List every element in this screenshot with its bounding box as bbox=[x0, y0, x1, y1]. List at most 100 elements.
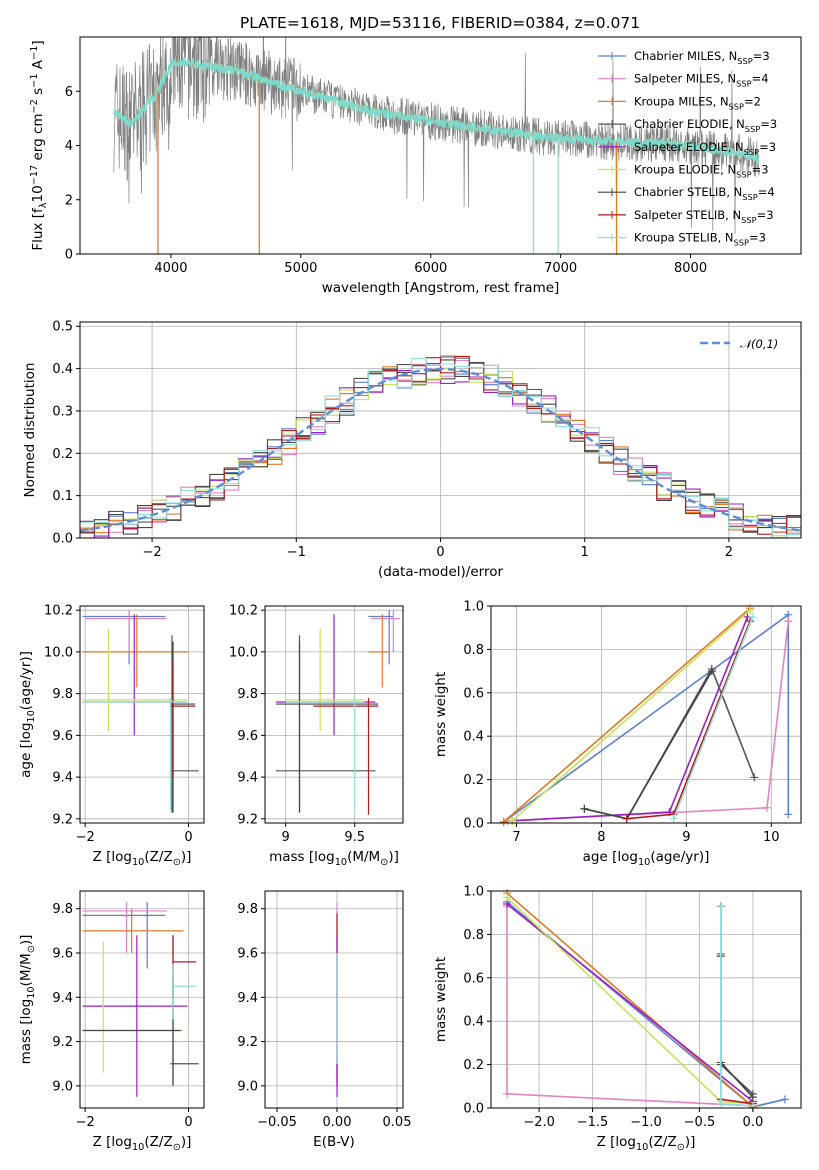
hist-series-8 bbox=[80, 357, 801, 538]
axes-spectrum: Chabrier MILES, NSSP=3 Salpeter MILES, NS… bbox=[29, 36, 802, 296]
mass-weight-marker bbox=[748, 612, 757, 621]
y-tick-label: 0.4 bbox=[52, 362, 73, 377]
mass-weight-line bbox=[720, 956, 754, 1098]
y-tick-label: 9.8 bbox=[237, 902, 258, 917]
x-tick-label: 8000 bbox=[674, 261, 707, 276]
legend-entry: Salpeter ELODIE, NSSP=3 bbox=[634, 140, 776, 157]
y-tick-label: 0 bbox=[65, 248, 73, 263]
y-axis-label: Flux [fλ10−17 erg cm−2 s−1 A−1] bbox=[29, 40, 49, 250]
axes-mass-vs-ebv: −0.05 0.00 0.05 9.0 9.2 9.4 9.6 9.8 E(B-V) bbox=[237, 890, 411, 1150]
x-tick-label: −0.05 bbox=[257, 1115, 297, 1130]
mass-weight-line bbox=[511, 609, 751, 822]
axes-frame bbox=[264, 890, 404, 1109]
x-tick-label: 2 bbox=[725, 545, 733, 560]
x-tick-label: −1.0 bbox=[630, 1115, 662, 1130]
y-tick-label: 9.6 bbox=[52, 729, 73, 744]
legend-entry: Chabrier MILES, NSSP=3 bbox=[634, 49, 770, 66]
plot-area-mass-weight-vs-age bbox=[499, 604, 793, 826]
x-tick-label: −1 bbox=[287, 545, 306, 560]
x-tick-label: −2.0 bbox=[523, 1115, 555, 1130]
axis-frame-age-vs-Z: −2 0 9.2 9.4 9.6 9.8 10.0 10.2 Z [log10(Z/Z⊙)] ag… bbox=[18, 604, 205, 868]
x-tick-label: 7000 bbox=[544, 261, 577, 276]
mass-weight-series-6 bbox=[716, 952, 757, 1102]
y-axis-label: mass weight bbox=[433, 957, 449, 1042]
x-axis-label: mass [log10(M/M⊙)] bbox=[269, 849, 399, 868]
axes-frame bbox=[79, 605, 205, 824]
errorbar-point bbox=[170, 641, 196, 813]
y-tick-label: 0.3 bbox=[52, 404, 73, 419]
y-tick-label: 9.0 bbox=[237, 1079, 258, 1094]
mass-weight-marker bbox=[750, 773, 759, 782]
legend-entry: Salpeter STELIB, NSSP=3 bbox=[634, 208, 774, 225]
errorbar-point bbox=[82, 935, 181, 1086]
hist-series-5 bbox=[80, 356, 801, 537]
mass-weight-marker bbox=[503, 893, 512, 902]
x-tick-label: −2 bbox=[143, 545, 162, 560]
y-tick-label: 0.2 bbox=[463, 773, 484, 788]
y-tick-label: 9.2 bbox=[237, 812, 258, 827]
gaussian-legend-label: 𝒩(0,1) bbox=[740, 337, 778, 351]
errorbar-point bbox=[82, 902, 166, 969]
y-tick-label: 9.8 bbox=[52, 902, 73, 917]
y-tick-label: 9.8 bbox=[52, 687, 73, 702]
y-tick-label: 9.2 bbox=[52, 1035, 73, 1050]
x-axis-label: Z [log10(Z/Z⊙)] bbox=[597, 1134, 696, 1153]
errorbar-point bbox=[170, 975, 199, 1084]
errorbar-point bbox=[82, 614, 189, 688]
axis-frame-mass-vs-ebv: −0.05 0.00 0.05 9.0 9.2 9.4 9.6 9.8 E(B-V) bbox=[237, 890, 411, 1150]
y-tick-label: 0.8 bbox=[463, 643, 484, 658]
x-tick-label: 0 bbox=[436, 545, 444, 560]
y-tick-label: 9.2 bbox=[52, 812, 73, 827]
mass-weight-series-8 bbox=[716, 902, 757, 1110]
mass-weight-line bbox=[507, 621, 790, 822]
errorbar-point bbox=[82, 902, 167, 953]
axis-frame-mass-weight-vs-age: 7 8 9 10 0.0 0.2 0.4 0.6 0.8 1.0 age [log10(age/yr… bbox=[433, 600, 802, 868]
y-axis-label: age [log10(age/yr)] bbox=[18, 651, 37, 778]
axis-frame-residuals: −2 −1 0 1 2 0.0 0.1 0.2 0.3 0.4 0.5 (data-model)/er… bbox=[22, 320, 802, 580]
x-tick-label: 8 bbox=[597, 830, 605, 845]
legend-entry: Chabrier STELIB, NSSP=4 bbox=[634, 185, 775, 202]
x-tick-label: 5000 bbox=[284, 261, 317, 276]
y-tick-label: 0.2 bbox=[52, 447, 73, 462]
figure-title: PLATE=1618, MJD=53116, FIBERID=0384, z=0… bbox=[240, 14, 640, 32]
mass-weight-line bbox=[506, 892, 754, 1108]
errorbar-point bbox=[85, 610, 167, 652]
y-tick-label: 10.0 bbox=[229, 645, 258, 660]
errorbar-point bbox=[82, 935, 188, 1097]
plot-area-age-vs-Z bbox=[82, 610, 199, 813]
y-tick-label: 9.4 bbox=[237, 771, 258, 786]
y-tick-label: 0.0 bbox=[463, 817, 484, 832]
errorbar-point bbox=[285, 628, 365, 732]
errorbar-point bbox=[172, 935, 197, 998]
plot-area-mass-vs-Z bbox=[82, 902, 199, 1097]
plot-area-mass-weight-vs-Z bbox=[503, 889, 789, 1111]
x-axis-label: Z [log10(Z/Z⊙)] bbox=[93, 1134, 192, 1153]
mass-weight-marker bbox=[669, 814, 678, 823]
y-tick-label: 6 bbox=[65, 85, 73, 100]
hist-steps bbox=[80, 355, 801, 538]
x-tick-label: 9 bbox=[282, 830, 290, 845]
x-tick-label: 0.0 bbox=[743, 1115, 764, 1130]
x-tick-label: 6000 bbox=[414, 261, 447, 276]
y-tick-label: 9.4 bbox=[237, 991, 258, 1006]
spectrum-legend: Chabrier MILES, NSSP=3 Salpeter MILES, NS… bbox=[598, 49, 777, 248]
x-axis-label: age [log10(age/yr)] bbox=[583, 849, 710, 868]
mass-weight-marker bbox=[580, 804, 589, 813]
mass-weight-marker bbox=[503, 1089, 512, 1098]
y-tick-label: 10.2 bbox=[44, 604, 73, 619]
mass-weight-series-8 bbox=[669, 612, 757, 823]
x-tick-label: −0.5 bbox=[684, 1115, 716, 1130]
mass-weight-series-2 bbox=[503, 889, 757, 1111]
plot-area-age-vs-mass bbox=[276, 610, 401, 815]
mass-weight-marker bbox=[716, 1099, 725, 1108]
y-tick-label: 0.2 bbox=[463, 1058, 484, 1073]
mass-weight-series-3 bbox=[716, 902, 757, 1098]
mass-weight-marker bbox=[780, 1095, 789, 1104]
mass-weight-marker bbox=[707, 667, 716, 676]
errorbar-point bbox=[276, 635, 376, 813]
legend-entry: Chabrier ELODIE, NSSP=3 bbox=[634, 117, 777, 134]
mass-weight-marker bbox=[784, 617, 793, 626]
legend-entry: Kroupa ELODIE, NSSP=3 bbox=[634, 163, 769, 180]
x-tick-label: −2 bbox=[76, 1115, 95, 1130]
mass-weight-marker bbox=[746, 606, 755, 615]
